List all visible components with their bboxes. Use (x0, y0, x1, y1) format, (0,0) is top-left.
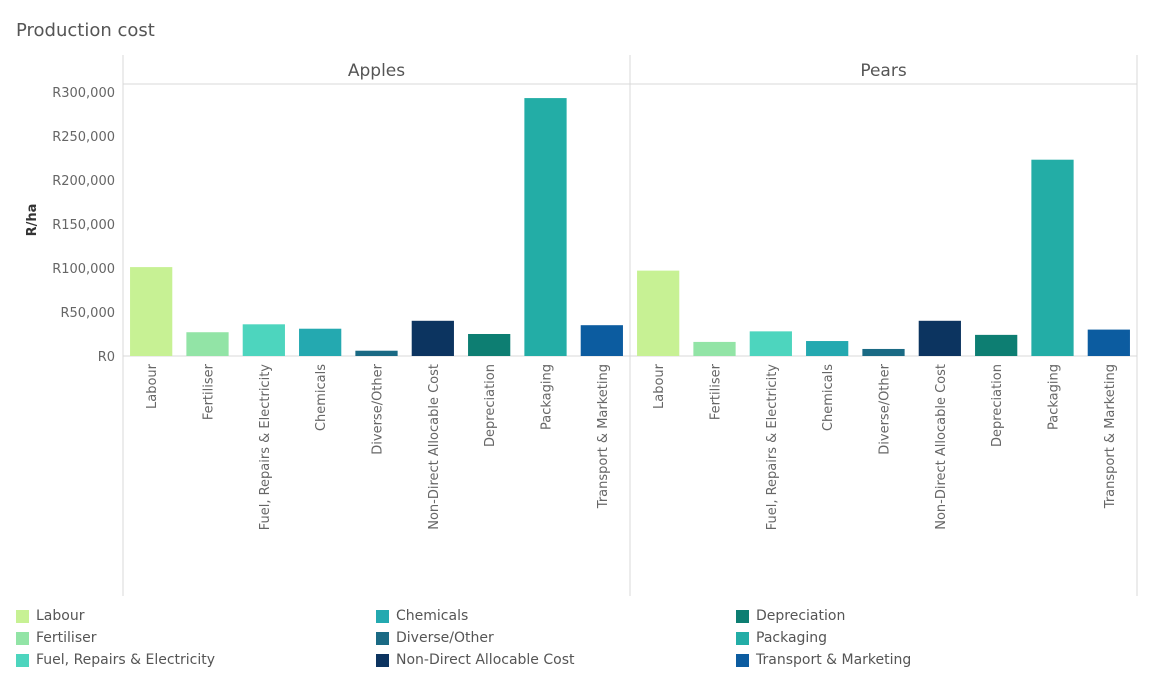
legend: Labour Fertiliser Fuel, Repairs & Electric… (0, 606, 1150, 696)
legend-label: Depreciation (756, 608, 846, 624)
bar-apples-chemicals (299, 328, 342, 356)
bar-apples-depreciation (468, 333, 511, 356)
legend-swatch (736, 609, 749, 623)
y-tick-label: R50,000 (60, 306, 115, 321)
legend-swatch (376, 653, 389, 667)
x-tick-label: Labour (652, 363, 667, 409)
x-tick-label: Diverse/Other (878, 363, 893, 454)
x-tick-label: Fuel, Repairs & Electricity (258, 364, 273, 531)
x-tick-label: Labour (145, 363, 160, 409)
legend-swatch (736, 653, 749, 667)
x-tick-label: Non-Direct Allocable Cost (427, 364, 442, 530)
bar-apples-packaging (524, 98, 567, 357)
x-tick-label: Packaging (1047, 364, 1062, 430)
legend-item-fertiliser[interactable]: Fertiliser (16, 628, 96, 648)
legend-swatch (376, 631, 389, 645)
bar-pears-fertiliser (693, 341, 736, 356)
legend-item-packaging[interactable]: Packaging (736, 628, 827, 648)
legend-label: Transport & Marketing (756, 652, 912, 668)
bar-pears-depreciation (975, 334, 1018, 356)
panel-header-apples: Apples (348, 61, 405, 81)
legend-label: Fertiliser (36, 630, 97, 646)
y-tick-label: R200,000 (52, 174, 115, 189)
legend-swatch (736, 631, 749, 645)
legend-item-fuel-repairs-electricity[interactable]: Fuel, Repairs & Electricity (16, 650, 215, 670)
y-tick-label: R0 (98, 350, 115, 365)
legend-item-diverse-other[interactable]: Diverse/Other (376, 628, 494, 648)
legend-item-depreciation[interactable]: Depreciation (736, 606, 845, 626)
legend-item-labour[interactable]: Labour (16, 606, 84, 626)
x-tick-label: Chemicals (314, 364, 329, 431)
x-tick-label: Packaging (540, 364, 555, 430)
bar-apples-non-direct-allocable-cost (411, 320, 454, 356)
chart-title: Production cost (16, 20, 155, 41)
legend-label: Non-Direct Allocable Cost (396, 652, 575, 668)
bar-pears-chemicals (806, 341, 849, 356)
panel-header-pears: Pears (860, 61, 907, 81)
x-tick-label: Depreciation (483, 364, 498, 447)
legend-label: Diverse/Other (396, 630, 494, 646)
bar-pears-labour (637, 270, 680, 356)
x-tick-label: Transport & Marketing (1103, 364, 1118, 509)
legend-label: Labour (36, 608, 85, 624)
bar-pears-packaging (1031, 159, 1074, 356)
x-tick-label: Fuel, Repairs & Electricity (765, 364, 780, 531)
legend-label: Chemicals (396, 608, 469, 624)
bar-pears-fuel-repairs-electricity (749, 331, 792, 356)
x-tick-label: Fertiliser (709, 363, 724, 420)
x-tick-label: Diverse/Other (371, 363, 386, 454)
x-tick-label: Transport & Marketing (596, 364, 611, 509)
legend-item-transport-marketing[interactable]: Transport & Marketing (736, 650, 911, 670)
x-tick-label: Depreciation (990, 364, 1005, 447)
legend-swatch (376, 609, 389, 623)
bar-chart: R/ha R0 R50,000 R100,000 R150,000 R200,000 R25… (25, 55, 1138, 596)
bar-apples-labour (130, 267, 173, 356)
x-tick-label: Non-Direct Allocable Cost (934, 364, 949, 530)
y-tick-label: R150,000 (52, 218, 115, 233)
bar-apples-fertiliser (186, 332, 229, 356)
bar-pears-non-direct-allocable-cost (918, 320, 961, 356)
legend-swatch (16, 609, 29, 623)
bar-pears-diverse-other (862, 348, 905, 356)
x-tick-label: Chemicals (821, 364, 836, 431)
legend-label: Packaging (756, 630, 828, 646)
legend-label: Fuel, Repairs & Electricity (36, 652, 216, 668)
x-tick-label: Fertiliser (202, 363, 217, 420)
bar-pears-transport-marketing (1087, 329, 1130, 356)
y-axis-label: R/ha (25, 204, 40, 237)
bar-apples-diverse-other (355, 350, 398, 356)
y-tick-label: R300,000 (52, 86, 115, 101)
y-tick-label: R250,000 (52, 130, 115, 145)
bar-apples-fuel-repairs-electricity (242, 324, 285, 356)
legend-swatch (16, 653, 29, 667)
legend-item-chemicals[interactable]: Chemicals (376, 606, 468, 626)
bar-apples-transport-marketing (580, 325, 623, 356)
legend-swatch (16, 631, 29, 645)
y-tick-label: R100,000 (52, 262, 115, 277)
legend-item-non-direct-allocable-cost[interactable]: Non-Direct Allocable Cost (376, 650, 575, 670)
